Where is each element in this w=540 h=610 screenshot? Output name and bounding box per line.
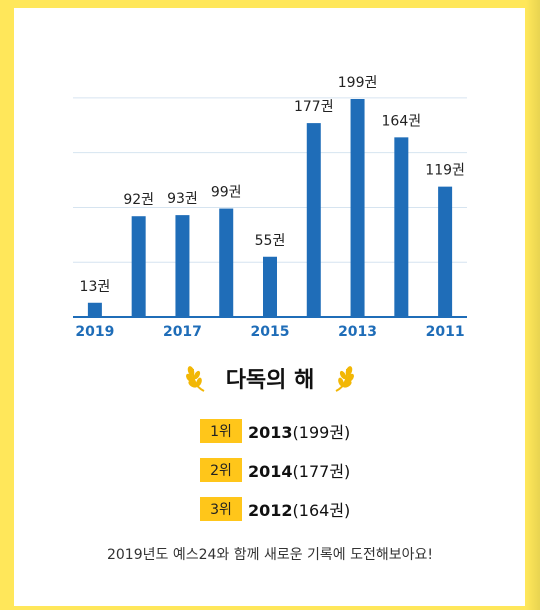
scroll-edge <box>526 0 540 610</box>
value-label: 92권 <box>123 192 154 208</box>
laurel-right-icon <box>335 366 354 392</box>
rank-text: 2013(199권) <box>248 419 350 443</box>
value-label: 177권 <box>294 99 334 115</box>
x-tick-label: 2015 <box>251 324 290 340</box>
rank-badge: 3위 <box>200 497 242 521</box>
award-title: 다독의 해 <box>225 368 315 393</box>
top-border <box>14 0 525 8</box>
bar-2018 <box>131 216 146 317</box>
rank-count: (164권) <box>292 501 351 520</box>
rank-text: 2012(164권) <box>248 497 350 521</box>
value-label: 164권 <box>382 113 422 129</box>
chart-bars <box>87 99 453 317</box>
bar-2012 <box>394 137 409 317</box>
x-tick-label: 2017 <box>163 324 202 340</box>
value-label: 199권 <box>338 75 378 91</box>
bar-2016 <box>219 208 234 317</box>
bar-2015 <box>263 256 277 317</box>
award-heading: 다독의 해 <box>0 362 540 394</box>
rank-count: (199권) <box>292 423 351 442</box>
rank-year: 2013 <box>248 423 293 442</box>
x-tick-label: 2011 <box>426 324 465 340</box>
chart-x-ticks: 2019 2017 2015 2013 2011 <box>75 324 464 340</box>
bar-2014 <box>306 123 321 317</box>
rank-row-2: 2위 2014(177권) <box>200 458 350 482</box>
bar-2017 <box>175 215 190 317</box>
x-tick-label: 2013 <box>338 324 377 340</box>
x-tick-label: 2019 <box>75 324 114 340</box>
rank-count: (177권) <box>292 462 351 481</box>
footer-message: 2019년도 예스24와 함께 새로운 기록에 도전해보아요! <box>106 547 434 563</box>
laurel-left-icon <box>186 366 205 392</box>
rank-badge: 2위 <box>200 458 242 482</box>
value-label: 93권 <box>167 191 198 207</box>
value-label: 99권 <box>211 185 242 201</box>
bar-2011 <box>438 186 453 317</box>
value-label: 119권 <box>425 163 465 179</box>
rank-badge: 1위 <box>200 419 242 443</box>
rank-row-1: 1위 2013(199권) <box>200 419 350 443</box>
value-label: 13권 <box>80 279 111 295</box>
bar-2019 <box>87 302 102 317</box>
bar-2013 <box>350 99 365 317</box>
rank-year: 2014 <box>248 462 293 481</box>
rank-year: 2012 <box>248 501 293 520</box>
rank-text: 2014(177권) <box>248 458 350 482</box>
rank-row-3: 3위 2012(164권) <box>200 497 350 521</box>
value-label: 55권 <box>255 233 286 249</box>
